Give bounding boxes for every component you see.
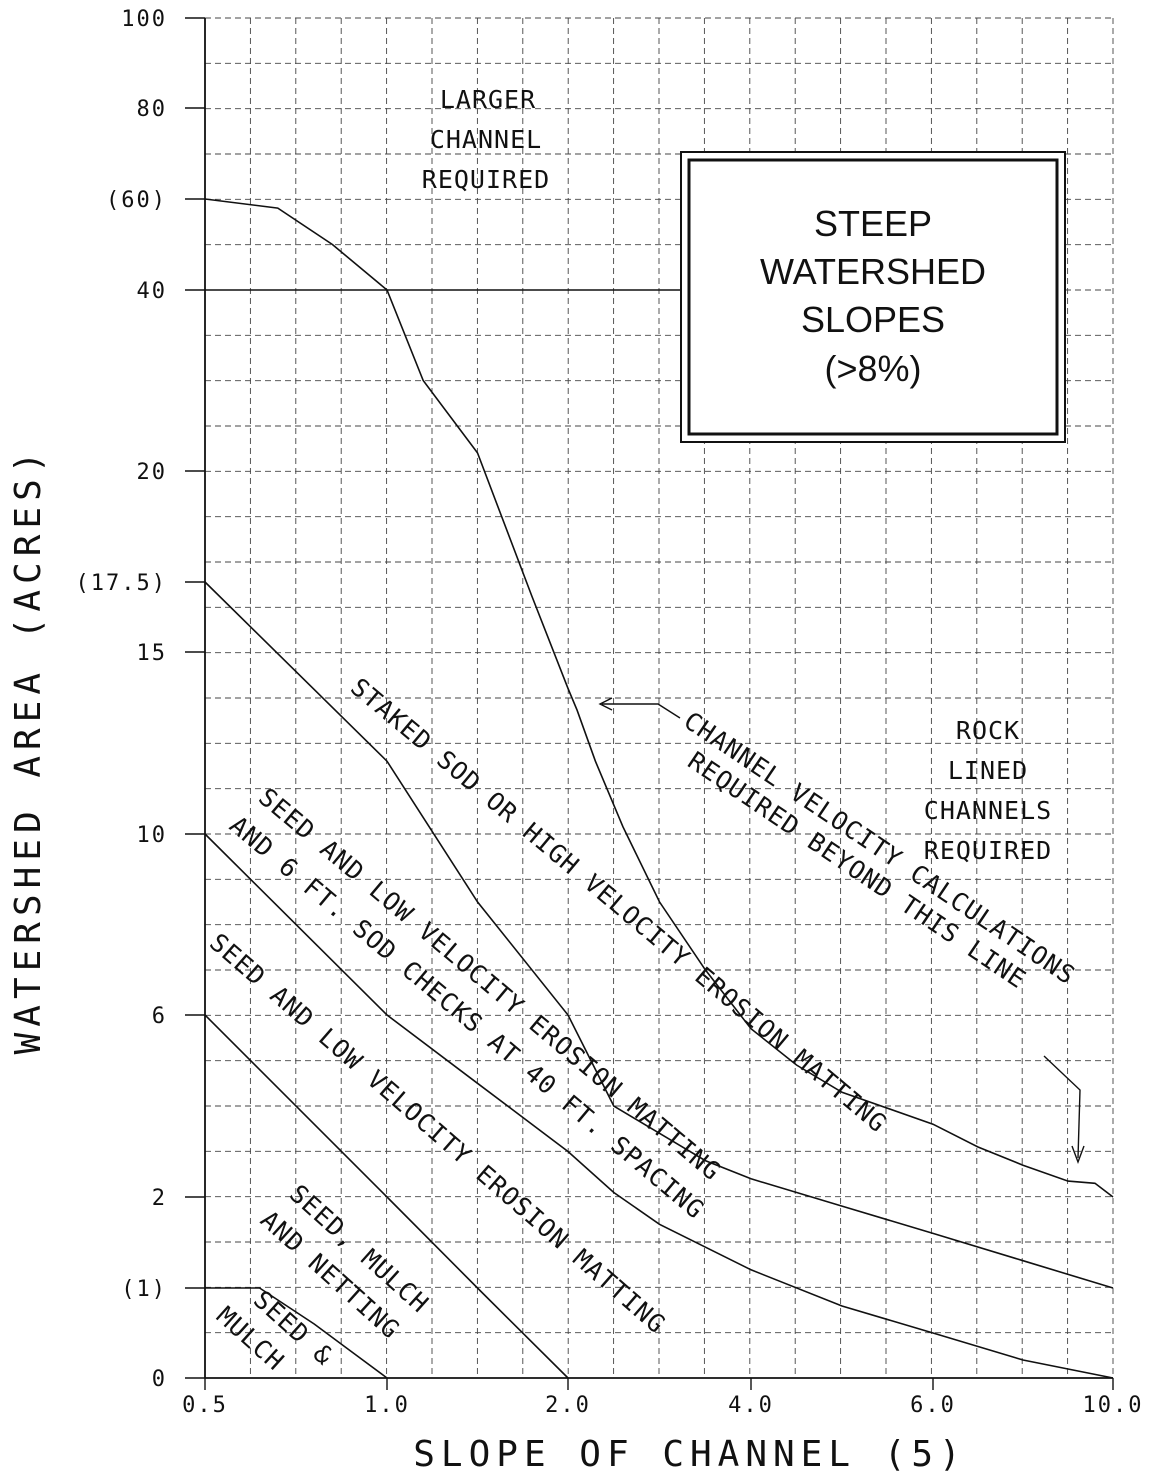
x-tick-label: 1.0 (364, 1393, 410, 1418)
x-tick-label: 6.0 (910, 1393, 956, 1418)
larger-channel-line-2: CHANNEL (430, 125, 542, 154)
label-larger-channel: LARGER CHANNEL REQUIRED (422, 85, 550, 194)
info-box-line-1: STEEP (814, 203, 932, 244)
x-tick-label: 10.0 (1083, 1393, 1144, 1418)
rock-lined-line-2: LINED (948, 756, 1028, 785)
y-tick-label: 10 (137, 823, 168, 848)
larger-channel-line-3: REQUIRED (422, 165, 550, 194)
curve-seed-mulch-netting-limit (204, 1014, 569, 1379)
y-axis-title: WATERSHED AREA (ACRES) (8, 446, 49, 1055)
y-tick-label: (1) (121, 1277, 167, 1302)
x-axis-title: SLOPE OF CHANNEL (5) (413, 1434, 966, 1474)
curve-channel-velocity-limit (204, 198, 1114, 1198)
y-tick-label: 15 (137, 641, 168, 666)
y-tick-label: 6 (152, 1004, 167, 1029)
info-box-line-3: SLOPES (801, 299, 945, 340)
y-tick-label: (17.5) (76, 571, 167, 596)
leader-arrow-channel-velocity (598, 697, 681, 719)
label-staked-sod: STAKED SOD OR HIGH VELOCITY EROSION MATT… (345, 672, 892, 1138)
y-tick-label: 0 (152, 1367, 167, 1392)
series-curves (204, 198, 1114, 1379)
info-box-line-4: (>8%) (824, 348, 921, 389)
y-tick-label: 40 (137, 279, 168, 304)
y-tick-label: 20 (137, 460, 168, 485)
y-tick-label: 2 (152, 1186, 167, 1211)
rock-lined-line-1: ROCK (956, 716, 1020, 745)
axes: 0 (1) 2 6 10 15 (17.5) 20 40 (60) 80 100 0.5 1.0 2.0 4.… (76, 7, 1144, 1418)
larger-channel-line-1: LARGER (440, 85, 536, 114)
rock-lined-line-3: CHANNELS (924, 796, 1052, 825)
y-tick-label: 80 (137, 97, 168, 122)
y-tick-label: 100 (121, 7, 167, 32)
x-tick-label: 4.0 (728, 1393, 774, 1418)
curve-seed-mulch-limit (205, 1287, 388, 1379)
info-box: STEEP WATERSHED SLOPES (>8%) (680, 151, 1066, 443)
x-tick-label: 2.0 (545, 1393, 591, 1418)
curve-sod-checks-limit (204, 581, 1114, 1289)
leader-arrow-line (1043, 1055, 1085, 1164)
x-tick-label: 0.5 (182, 1393, 228, 1418)
label-sod-checks-1: SEED AND LOW VELOCITY EROSION MATTING (253, 782, 727, 1186)
label-rock-lined: ROCK LINED CHANNELS REQUIRED (924, 716, 1052, 865)
curve-low-velocity-matting-limit (204, 833, 1114, 1379)
y-tick-label: (60) (106, 188, 167, 213)
info-box-line-2: WATERSHED (760, 251, 986, 292)
rock-lined-line-4: REQUIRED (924, 836, 1052, 865)
